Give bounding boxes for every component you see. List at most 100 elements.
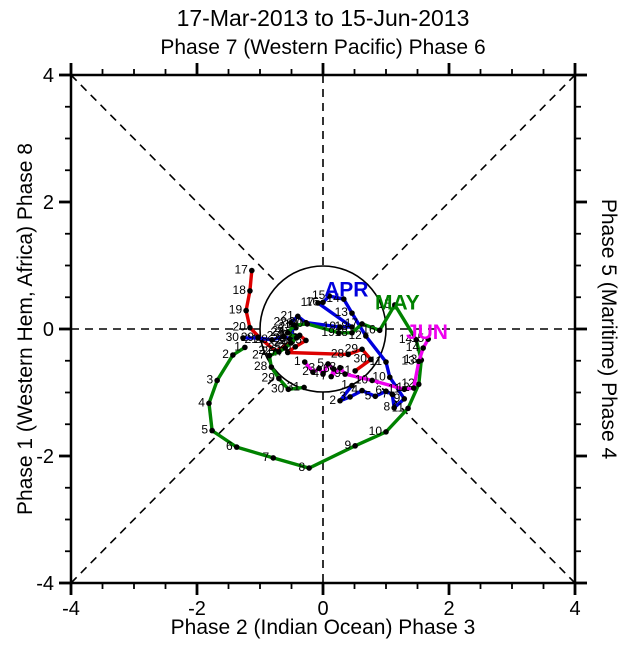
chart-title: 17-Mar-2013 to 15-Jun-2013	[176, 5, 470, 31]
day-label: 30	[271, 381, 285, 395]
day-point	[303, 337, 309, 344]
day-label: 20	[233, 320, 247, 334]
day-label: 4	[198, 395, 205, 409]
day-label: 8	[384, 400, 391, 414]
day-point	[284, 330, 291, 336]
day-point	[349, 382, 355, 389]
day-point	[281, 333, 287, 340]
day-point	[420, 345, 426, 351]
day-label: 12	[396, 380, 410, 394]
day-label: 15	[312, 288, 326, 302]
day-point	[405, 405, 411, 412]
day-label: 13	[404, 352, 418, 366]
day-label: 23	[279, 330, 293, 344]
day-point	[347, 394, 353, 400]
day-label: 3	[339, 389, 346, 403]
day-label: 19	[321, 325, 335, 339]
day-point	[425, 336, 432, 342]
x-tick-label: -2	[188, 598, 206, 620]
day-point	[291, 322, 298, 328]
day-point	[415, 381, 422, 388]
day-point	[288, 340, 294, 346]
day-point	[243, 307, 249, 314]
day-point	[415, 358, 422, 365]
day-point	[214, 377, 220, 384]
day-label: 7	[382, 386, 389, 400]
day-label: 22	[274, 315, 288, 329]
day-point	[282, 345, 289, 351]
day-point	[276, 375, 282, 382]
day-label: 6	[375, 383, 382, 397]
day-label: 15	[377, 297, 391, 311]
day-point	[320, 299, 326, 306]
day-label: 9	[334, 366, 341, 380]
day-label: 22	[270, 325, 284, 339]
day-label: 9	[394, 391, 401, 405]
day-point	[369, 377, 375, 384]
day-point	[330, 366, 337, 372]
day-label: 30	[354, 351, 368, 365]
day-label: 8	[329, 360, 336, 374]
day-point	[301, 359, 308, 365]
day-point	[316, 365, 323, 372]
day-point	[269, 336, 275, 343]
day-label: 30	[226, 330, 240, 344]
day-point	[301, 384, 307, 391]
day-point	[310, 369, 316, 375]
day-point	[295, 313, 301, 320]
day-point	[293, 335, 300, 341]
day-label: 14	[406, 340, 420, 354]
day-label: 20	[290, 316, 304, 330]
month-label-jun: JUN	[406, 321, 448, 344]
day-point	[233, 444, 240, 450]
day-point	[304, 321, 311, 327]
day-label: 24	[272, 324, 286, 338]
day-point	[376, 327, 383, 334]
day-label: 7	[263, 450, 270, 464]
day-point	[266, 352, 273, 359]
day-label: 15	[411, 331, 425, 345]
left-axis-label: Phase 1 (Western Hem, Africa) Phase 8	[14, 143, 37, 515]
day-point	[340, 296, 347, 302]
day-point	[315, 300, 321, 306]
day-point	[349, 330, 355, 336]
day-point	[345, 351, 352, 358]
day-label: 4	[312, 366, 319, 380]
y-tick-label: -4	[36, 573, 54, 595]
day-label: 27	[252, 348, 266, 362]
day-point	[209, 427, 215, 434]
day-point	[270, 455, 277, 461]
day-label: 3	[309, 360, 316, 374]
day-label: 17	[345, 316, 359, 330]
day-label: 5	[201, 423, 208, 437]
month-label-may: MAY	[375, 291, 420, 314]
day-label: 8	[298, 460, 305, 474]
day-point	[337, 364, 343, 371]
day-label: 5	[365, 388, 372, 402]
day-point	[285, 386, 292, 393]
y-tick-label: 4	[43, 65, 54, 87]
day-point	[328, 373, 334, 380]
day-label: 13	[335, 305, 349, 319]
day-label: 6	[226, 439, 233, 453]
top-axis-label: Phase 7 (Western Pacific) Phase 6	[160, 36, 486, 59]
day-point	[342, 371, 348, 377]
day-label: 24	[274, 335, 288, 349]
day-point	[306, 465, 312, 471]
day-point	[247, 288, 253, 294]
day-point	[389, 391, 396, 398]
day-point	[320, 371, 326, 377]
y-tick-label: -2	[36, 446, 54, 468]
day-label: 1	[234, 339, 241, 353]
day-point	[359, 321, 365, 327]
right-axis-label: Phase 5 (Maritime) Phase 4	[597, 198, 620, 460]
day-point	[276, 349, 282, 355]
day-label: 21	[277, 317, 291, 331]
reference-lines	[70, 74, 576, 584]
day-point	[335, 330, 342, 336]
day-label: 2	[302, 364, 309, 378]
day-label: 1	[341, 378, 348, 392]
day-label: 10	[369, 424, 383, 438]
day-point	[386, 374, 393, 381]
